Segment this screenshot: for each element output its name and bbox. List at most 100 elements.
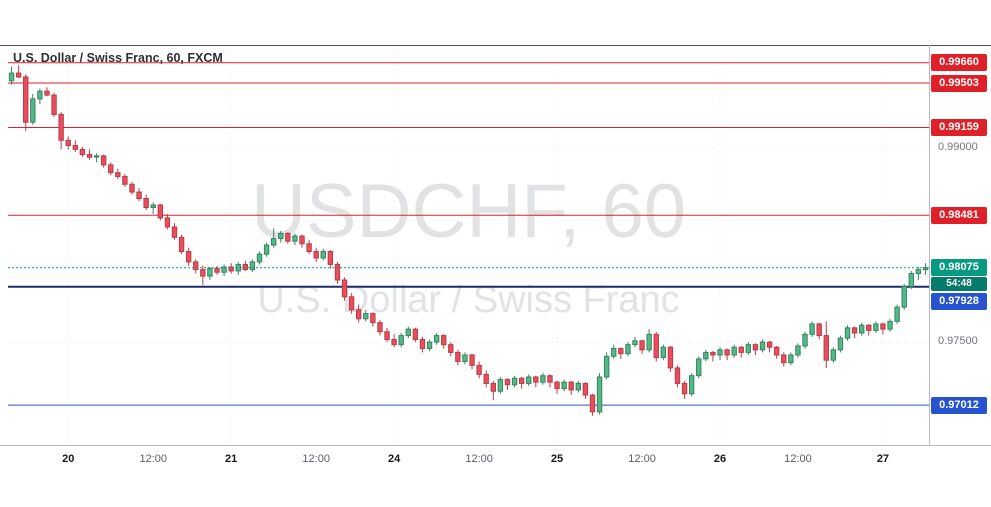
candle-body [86,154,93,158]
candle-body [278,232,284,240]
candle-body [887,320,893,330]
candle-body [150,204,156,209]
candle-body [596,376,603,413]
candle-body [844,327,851,339]
time-tick-label: 27 [876,453,890,465]
candle-body [830,349,837,361]
candle-body [193,261,199,271]
candle-body [547,375,553,383]
countdown-badge: 54:48 [931,277,987,292]
candle-body [483,373,489,384]
candle-body [178,236,185,253]
candle-body [710,351,716,356]
candle-body [469,354,475,366]
candle-body [72,144,79,150]
candle-body [490,382,496,392]
candle-body [377,322,383,333]
price-level-badge: 0.99159 [931,119,987,136]
candle-body [795,345,801,356]
candle-body [207,267,213,277]
candle-body [589,394,596,413]
candle-body [242,263,249,271]
candle-body [79,148,86,156]
candle-body [858,324,865,334]
candle-body [108,164,114,174]
candle-body [398,335,404,346]
candle-body [568,381,574,391]
candle-body [348,296,355,311]
candle-body [455,351,461,362]
candle-body [781,354,787,364]
candle-body [100,155,107,166]
price-tick-label: 0.99000 [938,141,978,154]
candle-body [703,351,709,360]
candle-body [625,344,631,355]
candle-body [533,376,539,383]
candle-body [759,341,766,351]
candle-body [639,340,645,351]
symbol-legend[interactable]: U.S. Dollar / Swiss Franc, 60, FXCM [13,51,223,65]
candle-body [809,323,815,335]
candle-body [816,323,822,337]
candle-body [660,346,667,359]
candle-body [58,113,64,141]
candle-body [582,382,589,396]
candle-body [292,235,298,242]
candle-body [221,266,227,273]
candle-body [866,324,872,331]
candle-body [717,349,723,356]
candle-body [788,354,794,364]
candle-body [306,243,312,253]
candle-body [745,344,752,353]
candle-body [363,313,369,320]
candle-body [646,333,652,351]
candle-body [65,139,71,146]
candle-body [115,172,121,178]
candle-body [129,183,135,193]
candle-body [561,381,567,390]
candle-body [504,379,511,386]
candle-body [441,335,447,346]
price-axis[interactable]: 0.99000 0.97500 0.98075 54:48 0.99660 0.99503… [930,0,991,445]
candle-body [901,285,907,308]
candle-body [511,377,518,386]
candle-body [370,313,376,324]
candle-body [285,232,291,242]
candle-body [384,331,390,340]
candle-body [731,346,737,356]
candle-body [334,263,341,281]
candle-body [873,323,879,331]
candle-body [674,367,681,384]
candle-body [341,279,348,298]
candle-body [618,348,624,355]
candle-body [320,251,326,259]
candle-body [773,346,780,356]
candle-body [766,341,773,348]
candle-body [688,375,695,395]
time-tick-label: 12:00 [784,453,812,465]
candle-body [200,269,206,277]
candle-body [426,341,433,350]
last-price-badge: 0.98075 [931,259,987,277]
candle-body [880,323,886,330]
price-level-badge: 0.97928 [931,293,987,311]
candle-body [263,244,270,255]
price-level-badge: 0.99503 [931,74,987,92]
candle-body [894,306,900,322]
candle-body [419,338,426,350]
price-level-badge: 0.97012 [931,396,987,414]
candle-body [554,381,560,390]
candle-body [23,76,29,123]
candle-body [256,253,263,263]
candle-body [837,337,844,351]
candle-body [122,176,128,185]
candle-body [915,269,922,275]
candle-body [391,338,397,346]
time-axis[interactable]: 20 12:00 21 12:00 24 12:00 25 12:00 26 12:00 27 [0,445,991,507]
candle-body [518,377,525,384]
candle-body [143,198,149,209]
candle-body [93,155,100,158]
time-tick-label: 12:00 [139,453,167,465]
